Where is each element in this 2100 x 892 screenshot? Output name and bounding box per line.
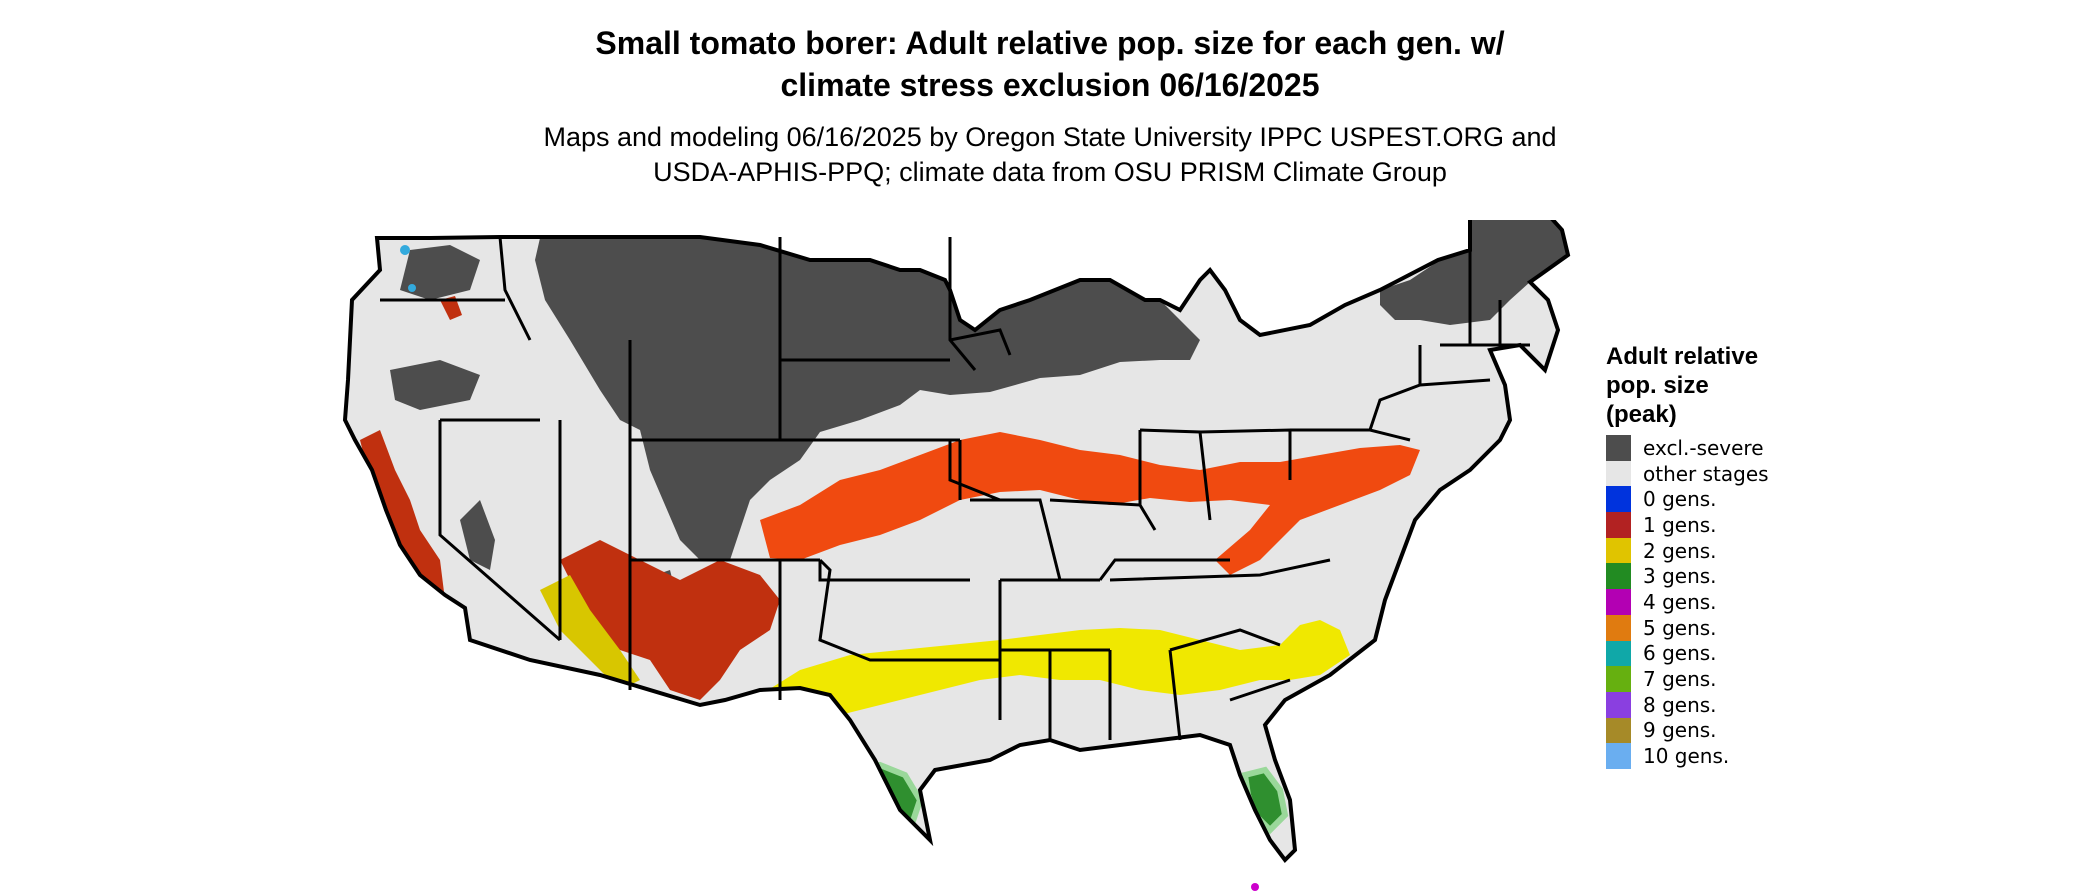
map-subtitle: Maps and modeling 06/16/2025 by Oregon S… xyxy=(0,120,2100,190)
legend-item: other stages xyxy=(1606,460,1769,487)
gen10-speck xyxy=(408,284,416,292)
legend-label: 5 gens. xyxy=(1643,615,1717,640)
legend-item: excl.-severe xyxy=(1606,435,1769,461)
legend-label: 10 gens. xyxy=(1643,744,1730,769)
legend-swatch xyxy=(1606,666,1631,692)
map-subtitle-line2: USDA-APHIS-PPQ; climate data from OSU PR… xyxy=(653,157,1447,187)
legend-swatch xyxy=(1606,614,1631,641)
legend-label: 7 gens. xyxy=(1643,667,1717,692)
legend-swatch xyxy=(1606,486,1631,513)
gen1-band-central xyxy=(760,432,1420,575)
legend: Adult relative pop. size (peak) excl.-se… xyxy=(1606,342,1769,769)
legend-label: other stages xyxy=(1643,461,1769,486)
gen1-region-southwest xyxy=(560,540,780,700)
legend-label: 2 gens. xyxy=(1643,538,1717,563)
map-title-line2: climate stress exclusion 06/16/2025 xyxy=(780,67,1320,103)
legend-item: 3 gens. xyxy=(1606,563,1769,590)
legend-item: 7 gens. xyxy=(1606,666,1769,692)
state-borders xyxy=(380,236,1530,741)
us-map xyxy=(343,220,1570,891)
map-subtitle-line1: Maps and modeling 06/16/2025 by Oregon S… xyxy=(543,122,1557,152)
gen10-speck xyxy=(400,245,410,255)
legend-swatch xyxy=(1606,743,1631,769)
legend-title-line3: (peak) xyxy=(1606,401,1677,428)
legend-label: 6 gens. xyxy=(1643,641,1717,666)
gen4-speck xyxy=(1251,883,1259,891)
legend-title-line2: pop. size xyxy=(1606,372,1709,399)
legend-swatch xyxy=(1606,512,1631,538)
gen2-region-arizona xyxy=(540,575,640,690)
legend-item: 8 gens. xyxy=(1606,691,1769,718)
legend-label: 8 gens. xyxy=(1643,692,1717,717)
legend-label: 9 gens. xyxy=(1643,718,1717,743)
legend-item: 4 gens. xyxy=(1606,589,1769,615)
legend-item: 10 gens. xyxy=(1606,743,1769,769)
legend-item: 1 gens. xyxy=(1606,512,1769,538)
gen2-band-south xyxy=(760,620,1350,745)
legend-label: excl.-severe xyxy=(1643,435,1764,460)
legend-swatch xyxy=(1606,460,1631,487)
gen1-region-layer xyxy=(360,296,1420,700)
excluded-region-layer xyxy=(390,220,1568,630)
legend-items: excl.-severe other stages 0 gens. 1 gens. 2 … xyxy=(1606,435,1769,769)
legend-label: 0 gens. xyxy=(1643,487,1717,512)
legend-title-line1: Adult relative xyxy=(1606,343,1759,370)
legend-label: 4 gens. xyxy=(1643,589,1717,614)
gen1-region-washington xyxy=(440,296,462,320)
legend-label: 1 gens. xyxy=(1643,512,1717,537)
legend-title: Adult relative pop. size (peak) xyxy=(1606,342,1769,429)
excluded-region-nevada xyxy=(460,500,495,570)
legend-item: 0 gens. xyxy=(1606,486,1769,513)
gen2-region-layer xyxy=(540,575,1350,745)
gen1-region-california xyxy=(360,430,445,620)
border-south-states xyxy=(1000,558,1331,741)
border-west-columns xyxy=(380,236,1012,700)
excluded-region-washington xyxy=(400,245,480,300)
excluded-region-northeast xyxy=(1380,220,1568,325)
legend-swatch xyxy=(1606,589,1631,615)
excluded-region-north xyxy=(535,237,1200,560)
legend-swatch xyxy=(1606,435,1631,461)
excluded-region-oregon xyxy=(390,360,480,410)
map-layers xyxy=(360,220,1568,845)
legend-swatch xyxy=(1606,563,1631,590)
legend-label: 3 gens. xyxy=(1643,564,1717,589)
legend-item: 5 gens. xyxy=(1606,614,1769,641)
legend-item: 2 gens. xyxy=(1606,537,1769,564)
map-title: Small tomato borer: Adult relative pop. … xyxy=(0,22,2100,106)
legend-swatch xyxy=(1606,537,1631,564)
legend-swatch xyxy=(1606,717,1631,744)
legend-item: 6 gens. xyxy=(1606,640,1769,667)
map-title-line1: Small tomato borer: Adult relative pop. … xyxy=(595,25,1505,61)
border-northeast xyxy=(1290,250,1530,442)
legend-item: 9 gens. xyxy=(1606,717,1769,744)
legend-swatch xyxy=(1606,691,1631,718)
legend-swatch xyxy=(1606,640,1631,667)
